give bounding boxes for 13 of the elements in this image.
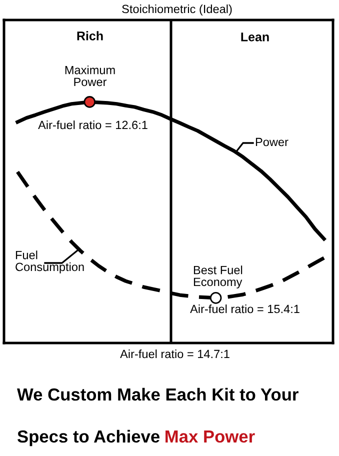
text: We Custom Make Each Kit to Your [17,388,298,401]
text: Lean [241,32,269,42]
annotation: Best Fuel Economy [194,266,242,288]
text: Stoichiometric (Ideal) [122,4,232,16]
text: Specs to Achieve [18,430,160,446]
series-label: Fuel Consumption [16,250,84,274]
annotation: Air-fuel ratio = 12.6:1 [38,120,148,130]
text: Air-fuel ratio = 14.7:1 [120,349,230,358]
annotation: Air-fuel ratio = 15.4:1 [190,304,300,314]
legend-label: Power [256,138,288,146]
text: Rich [77,31,103,40]
text: Max Power [166,430,255,443]
text: Maximum Power [65,66,115,86]
